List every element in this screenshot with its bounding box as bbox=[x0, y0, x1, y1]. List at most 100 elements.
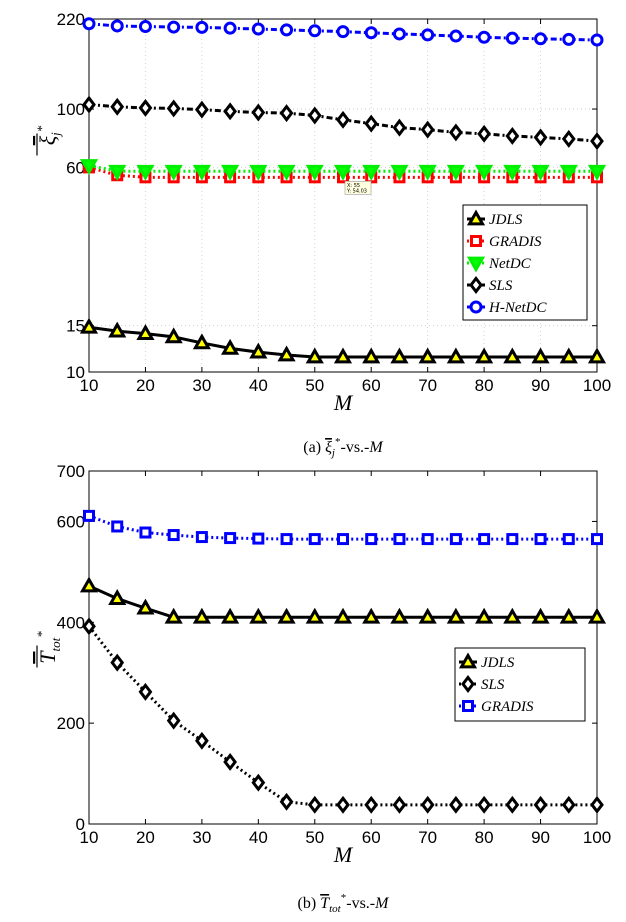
y-tick-label: 200 bbox=[57, 714, 85, 733]
data-point bbox=[390, 607, 409, 624]
data-point bbox=[449, 29, 463, 43]
data-point bbox=[448, 123, 463, 142]
datatip-x: X: 55 bbox=[347, 183, 360, 189]
legend-label: NetDC bbox=[488, 256, 532, 272]
data-point bbox=[336, 795, 350, 814]
data-point bbox=[252, 532, 265, 545]
data-point bbox=[111, 520, 124, 533]
data-point bbox=[192, 607, 211, 624]
data-point bbox=[192, 333, 211, 350]
data-point bbox=[139, 526, 152, 539]
data-point bbox=[559, 347, 578, 364]
legend-label: JDLS bbox=[489, 212, 523, 228]
y-axis-label: Ttot* bbox=[34, 631, 63, 664]
caption-symbol: ξ bbox=[325, 439, 332, 456]
chart-b: 10 20 30 40 50 60 70 80 90 1000200400600700MTtot*… bbox=[34, 462, 611, 915]
legend-marker bbox=[461, 675, 475, 693]
data-point bbox=[110, 97, 125, 116]
series-jdls bbox=[79, 576, 607, 624]
legend-label: H-NetDC bbox=[488, 300, 547, 316]
series-jdls bbox=[79, 317, 607, 364]
data-point bbox=[136, 164, 155, 181]
legend-label: SLS bbox=[481, 677, 505, 693]
data-point bbox=[110, 653, 125, 672]
data-point bbox=[221, 164, 240, 181]
x-tick-label: 100 bbox=[583, 376, 611, 395]
x-tick-label: 60 bbox=[362, 828, 381, 847]
data-point bbox=[138, 98, 153, 117]
y-tick-label: 220 bbox=[57, 10, 85, 29]
y-axis-subscript: j bbox=[48, 132, 63, 138]
data-point bbox=[418, 347, 437, 364]
caption-suffix: -vs.- bbox=[340, 439, 369, 456]
legend-marker bbox=[458, 652, 478, 669]
chart-caption: (a) ξj*-vs.-M bbox=[303, 436, 384, 459]
x-tick-label: 30 bbox=[192, 376, 211, 395]
data-point bbox=[561, 129, 576, 148]
caption-superscript: * bbox=[335, 436, 341, 448]
data-point bbox=[365, 533, 378, 546]
data-point bbox=[280, 23, 294, 37]
data-point bbox=[110, 19, 124, 33]
data-point bbox=[251, 103, 266, 122]
data-point bbox=[503, 164, 522, 181]
data-point bbox=[223, 21, 237, 35]
legend-label: SLS bbox=[489, 278, 513, 294]
data-point bbox=[136, 598, 155, 615]
x-tick-label: 60 bbox=[362, 376, 381, 395]
legend-marker bbox=[466, 209, 486, 226]
series-sls bbox=[82, 95, 604, 151]
data-point bbox=[279, 792, 294, 811]
data-point bbox=[477, 124, 492, 143]
data-point bbox=[392, 118, 407, 137]
data-point bbox=[505, 127, 520, 145]
x-tick-label: 70 bbox=[418, 828, 437, 847]
x-tick-label: 10 bbox=[80, 376, 99, 395]
y-axis-label: ξj* bbox=[34, 125, 63, 145]
data-point bbox=[164, 327, 183, 344]
data-point bbox=[533, 795, 548, 814]
data-point bbox=[559, 164, 578, 181]
data-point bbox=[362, 164, 381, 181]
data-point bbox=[194, 100, 209, 119]
data-point bbox=[390, 347, 409, 364]
data-point bbox=[477, 30, 491, 44]
y-axis-symbol: ξ bbox=[35, 135, 60, 145]
x-tick-label: 90 bbox=[531, 828, 550, 847]
data-point bbox=[194, 731, 209, 750]
chart-caption: (b) Ttot*-vs.-M bbox=[298, 892, 391, 915]
data-point bbox=[421, 533, 434, 546]
data-point bbox=[108, 589, 127, 605]
data-point bbox=[587, 347, 607, 364]
legend-marker bbox=[469, 276, 483, 294]
data-point bbox=[82, 617, 96, 636]
x-tick-label: 90 bbox=[531, 376, 550, 395]
x-tick-label: 80 bbox=[475, 376, 494, 395]
data-point bbox=[418, 164, 437, 181]
datatip-y: Y: 54.03 bbox=[346, 188, 367, 194]
data-point bbox=[505, 31, 519, 45]
y-tick-label: 15 bbox=[66, 317, 85, 336]
data-point bbox=[108, 321, 127, 338]
caption-prefix: (a) bbox=[303, 439, 325, 456]
data-point bbox=[478, 533, 491, 546]
x-tick-label: 40 bbox=[249, 376, 268, 395]
data-point bbox=[192, 164, 211, 181]
data-point bbox=[336, 110, 350, 129]
data-point bbox=[364, 26, 378, 40]
data-point bbox=[475, 607, 494, 624]
data-point bbox=[390, 164, 409, 181]
data-point bbox=[79, 576, 99, 593]
legend-marker bbox=[466, 256, 486, 273]
data-point bbox=[531, 164, 550, 181]
series-h-netdc bbox=[82, 17, 604, 47]
data-point bbox=[446, 347, 465, 364]
data-point bbox=[307, 106, 322, 125]
data-point bbox=[477, 795, 492, 814]
data-point bbox=[251, 22, 265, 36]
data-point bbox=[503, 607, 522, 624]
y-axis-subscript: tot bbox=[48, 637, 63, 651]
data-point bbox=[503, 347, 522, 364]
data-point bbox=[195, 20, 209, 34]
